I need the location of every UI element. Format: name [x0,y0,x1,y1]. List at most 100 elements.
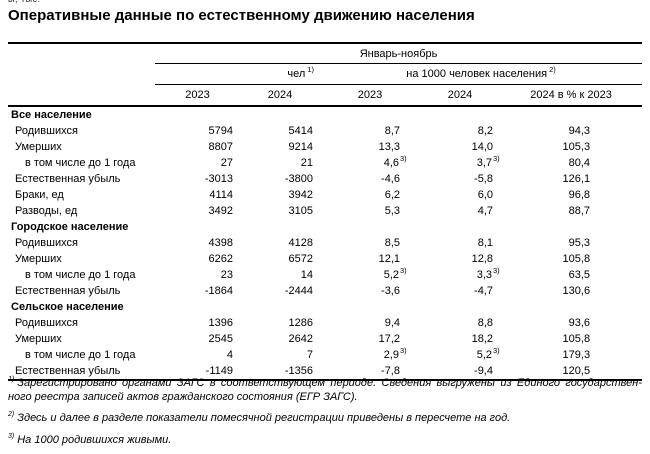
value-text: 3105 [288,205,313,217]
cell-value: 14,0 [407,139,500,155]
cell-value: 4114 [155,187,240,203]
row-label: Умерших [15,253,62,265]
row-label: в том числе до 1 года [25,269,136,281]
row-label: в том числе до 1 года [25,349,136,361]
table-row: в том числе до 1 года 23 14 5,23) 3,33) 63,5 [8,267,642,283]
value-text: 8,2 [477,125,493,137]
value-text: -1864 [204,285,233,297]
unit-label: на 1000 человек населения [406,68,548,80]
cell-value: 96,8 [500,187,642,203]
row-label: Умерших [15,141,62,153]
cell-value: 4,7 [407,203,500,219]
cell-value: 8,2 [407,123,500,139]
value-text: 27 [220,157,233,169]
cell-value: 6,2 [320,187,407,203]
value-text: 130,6 [562,285,591,297]
value-text: 9,4 [384,317,400,329]
value-text: 5,3 [384,205,400,217]
value-text: 1286 [288,317,313,329]
value-text: 5,2 [383,269,399,281]
cell-value: 3105 [240,203,320,219]
year-header: 2023 [155,84,240,107]
value-text: -3013 [204,173,233,185]
cell-value: 4,63) [383,154,407,169]
cell-value: 12,1 [320,251,407,267]
empty-cell [8,84,155,107]
cell-value: 3492 [155,203,240,219]
table-row: Умерших 6262 6572 12,1 12,8 105,8 [8,251,642,267]
cell-value: 120,5 [500,363,642,380]
value-text: 1396 [208,317,233,329]
cell-value: 4398 [155,235,240,251]
value-text: 3,7 [476,157,492,169]
footnote-marker: 2) [8,411,15,419]
value-text: 93,6 [568,317,591,329]
table-row: Естественная убыль -3013 -3800 -4,6 -5,8 126,… [8,171,642,187]
cell-value: -7,8 [320,363,407,380]
vital-statistics-table: Январь-ноябрь чел 1) на 1000 человек насе… [8,42,643,381]
value-text: 80,4 [568,157,591,169]
table-row: в том числе до 1 года 4 7 2,93) 5,23) 179,3 [8,347,642,363]
footnote-1: 1) Зарегистрировано органами ЗАГС в соотв… [8,376,642,404]
table-row: Родившихся 1396 1286 9,4 8,8 93,6 [8,315,642,331]
cell-value: -3800 [240,171,320,187]
row-label: Естественная убыль [15,173,121,185]
years-row: 2023 2024 2023 2024 2024 в % к 2023 [8,84,643,107]
empty-cell [8,64,155,85]
footnote-ref: 1) [307,65,314,75]
cell-value: 4128 [240,235,320,251]
cell-value: 14 [240,267,320,283]
value-text: 4398 [208,237,233,249]
cell-value: 179,3 [500,347,642,363]
cell-value: 1286 [240,315,320,331]
footnote-text: Зарегистрировано органами ЗАГС в соответ… [17,377,642,389]
cell-value: 6,0 [407,187,500,203]
value-text: 96,8 [568,189,591,201]
table-row: в том числе до 1 года 27 21 4,63) 3,73) 80,4 [8,155,642,171]
year-header: 2023 [320,84,407,107]
value-text: 14,0 [471,141,493,153]
cell-value: 6262 [155,251,240,267]
value-text: -5,8 [474,173,493,185]
value-text: 4 [226,349,233,361]
row-label: Родившихся [15,125,78,137]
value-text: -4,6 [381,173,400,185]
value-text: 5414 [288,125,313,137]
cell-value: 63,5 [500,267,642,283]
value-text: 12,1 [378,253,400,265]
value-text: 179,3 [562,349,591,361]
cell-value: 5794 [155,123,240,139]
cell-value: 2545 [155,331,240,347]
cell-value: -9,4 [407,363,500,380]
row-label: Разводы, ед [15,205,78,217]
section-title: Сельское население [11,301,124,313]
cell-value: 105,3 [500,139,642,155]
cell-value: 1396 [155,315,240,331]
year-header: 2024 в % к 2023 [500,84,643,107]
cell-value: 3,73) [476,154,500,169]
row-label: в том числе до 1 года [25,157,136,169]
cell-value: -1149 [155,363,240,380]
value-text: 18,2 [471,333,493,345]
cell-value: -2444 [240,283,320,299]
table-row: Разводы, ед 3492 3105 5,3 4,7 88,7 [8,203,642,219]
value-text: 9214 [288,141,313,153]
footnote-text: ного реестра записей актов гражданского … [8,390,358,403]
value-text: 7 [306,349,313,361]
value-text: 4,7 [477,205,493,217]
row-label: Умерших [15,333,62,345]
table-row: Родившихся 4398 4128 8,5 8,1 95,3 [8,235,642,251]
value-text: 2642 [288,333,313,345]
value-text: -1149 [205,365,233,377]
value-text: 63,5 [568,269,591,281]
page-title: Оперативные данные по естественному движ… [8,7,475,24]
value-text: 8,1 [477,237,493,249]
cell-value: 5,23) [383,266,407,281]
value-text: 94,3 [568,125,591,137]
value-text: -4,7 [474,285,493,297]
unit-label: чел [287,68,306,80]
empty-cell [8,43,155,64]
cell-value: 13,3 [320,139,407,155]
units-row: чел 1) на 1000 человек населения 2) [8,63,643,85]
cell-value: 130,6 [500,283,642,299]
